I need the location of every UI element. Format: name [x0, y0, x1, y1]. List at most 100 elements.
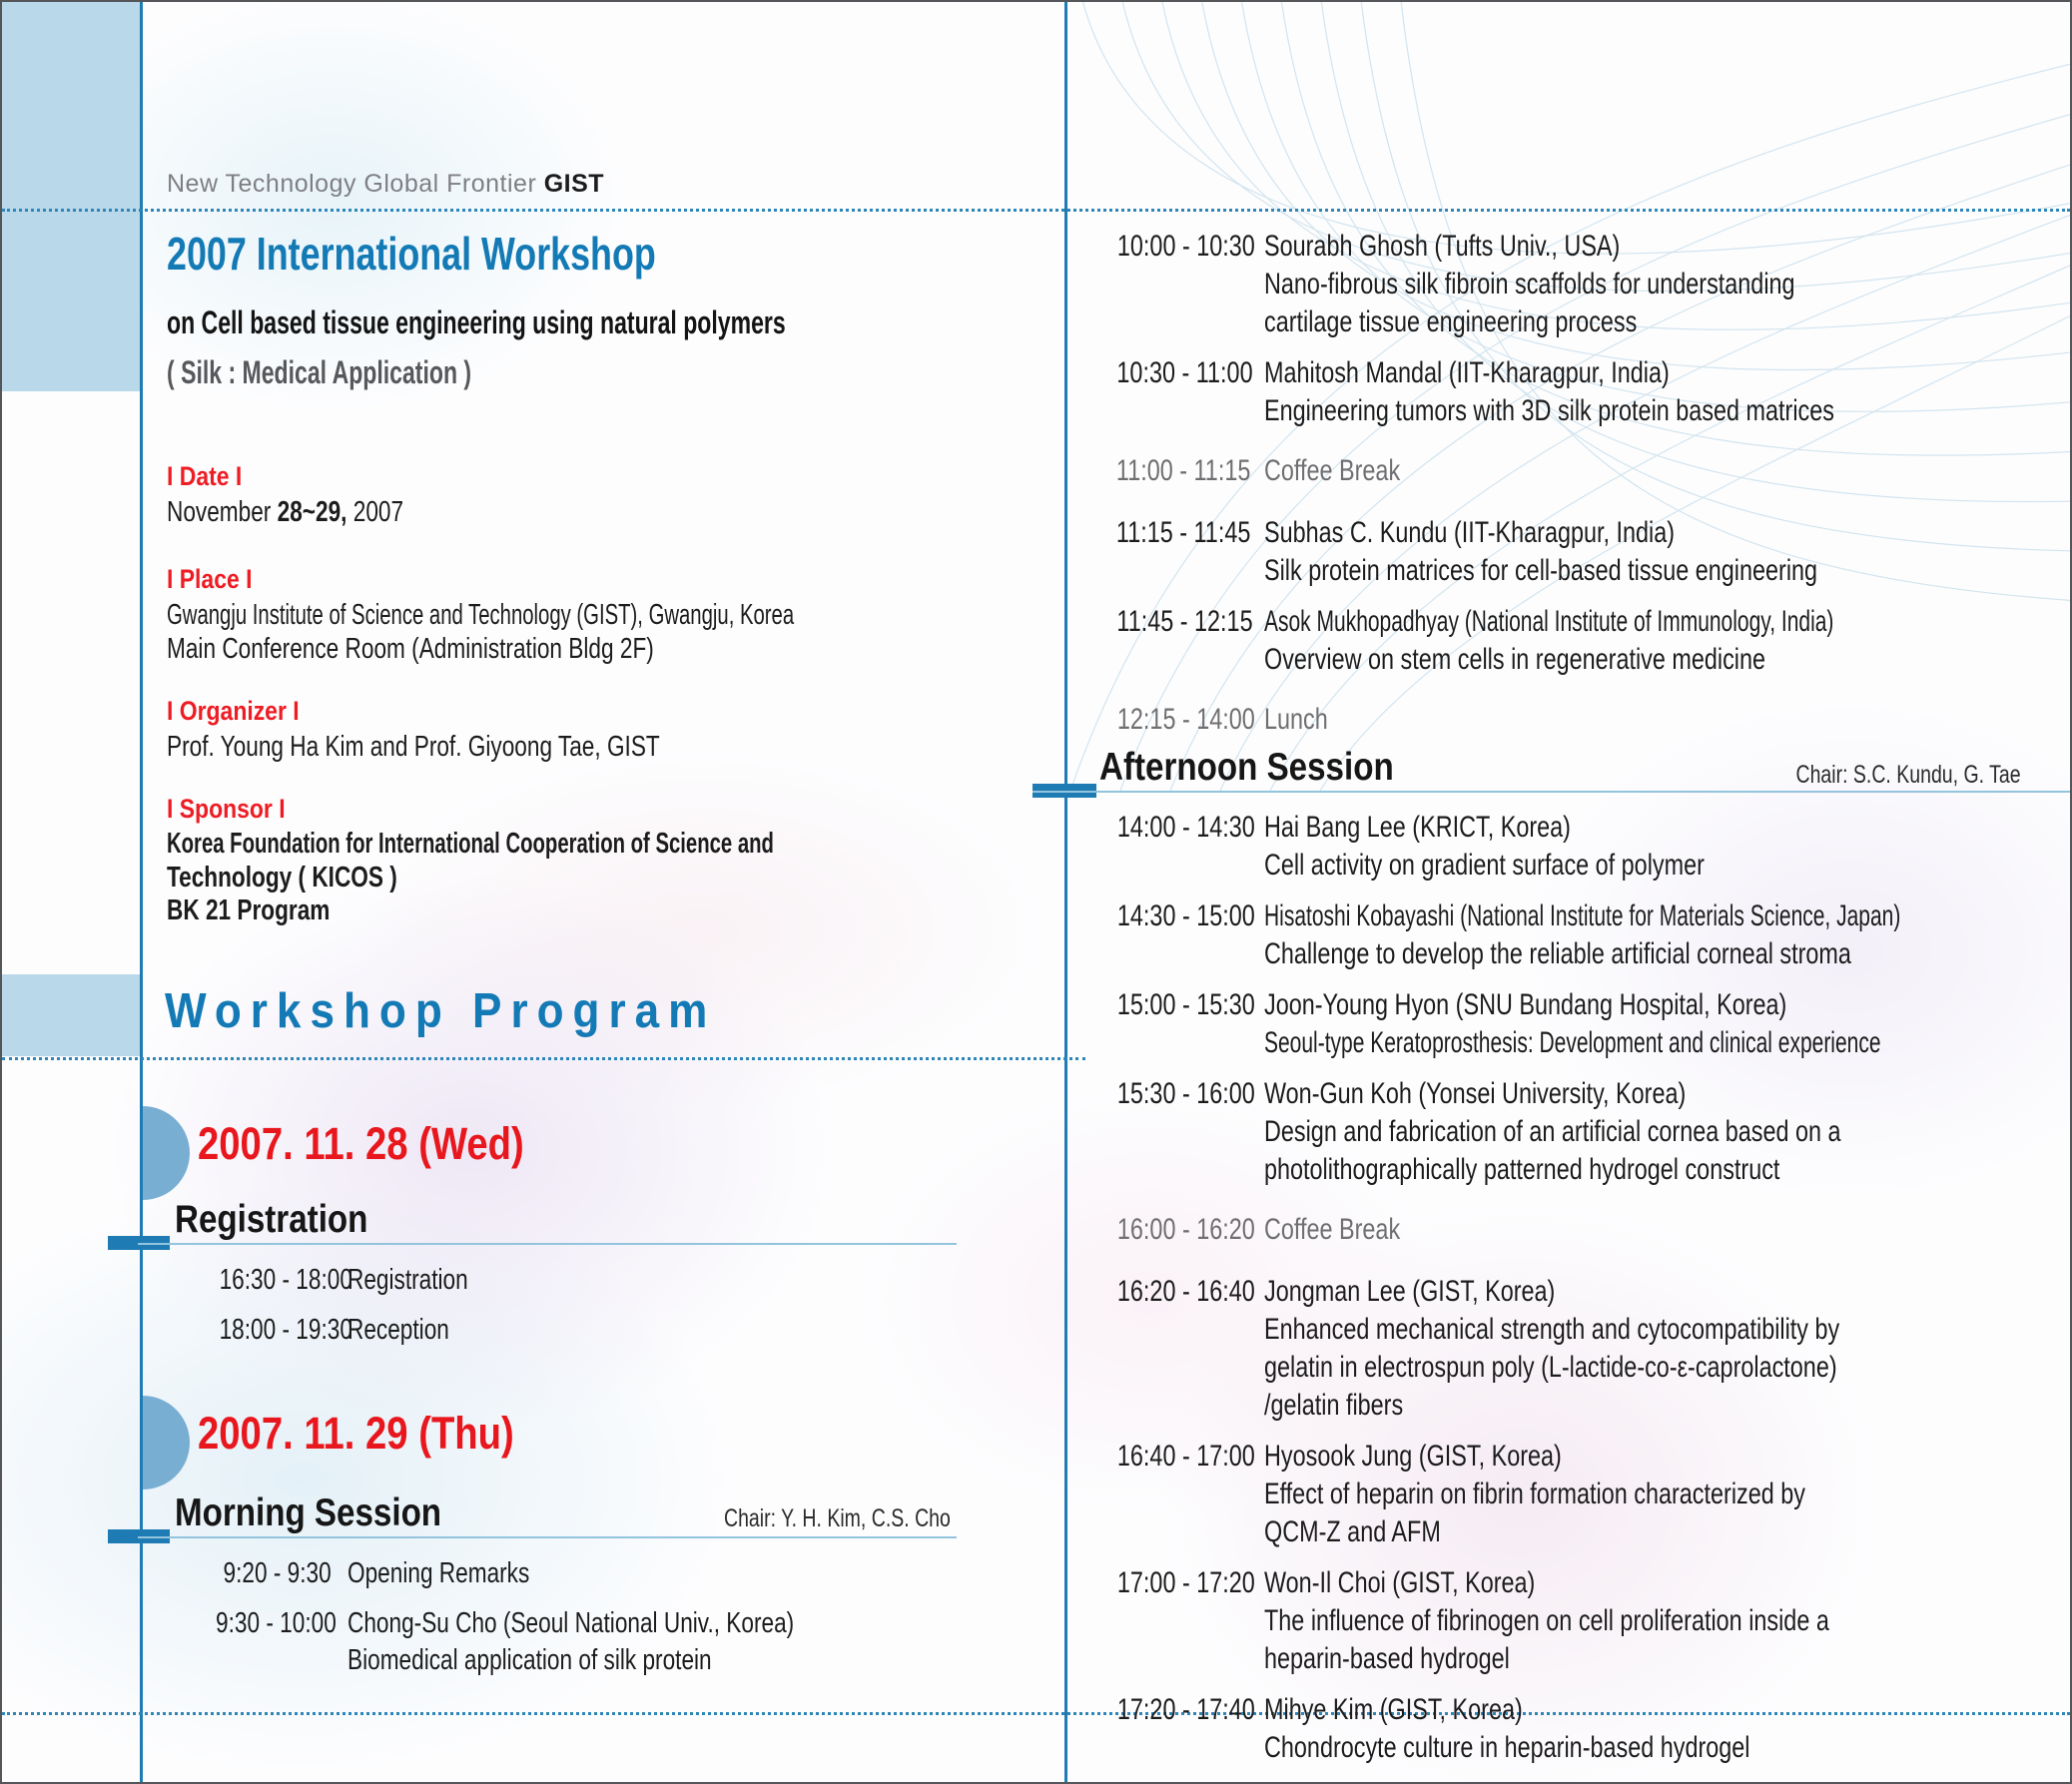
time-range: 10:00 - 10:30 [1116, 230, 1255, 263]
dotted-rule-top [2, 209, 2070, 212]
dotted-rule-bottom [2, 1712, 2070, 1715]
morning-session-underline [138, 1536, 957, 1538]
schedule-row: 10:30 - 11:00 Mahitosh Mandal (IIT-Kharag… [1078, 354, 2057, 430]
morning-session-heading: Morning Session [175, 1491, 442, 1534]
time-range: 10:30 - 11:00 [1116, 356, 1253, 389]
time-range: 14:30 - 15:00 [1116, 899, 1255, 932]
schedule-row: 14:30 - 15:00 Hisatoshi Kobayashi (Nation… [1078, 897, 2057, 973]
time-range: 16:40 - 17:00 [1116, 1440, 1255, 1473]
entry-line: heparin-based hydrogel [1264, 1642, 1510, 1675]
entry-line: Jongman Lee (GIST, Korea) [1264, 1275, 1556, 1308]
entry-line: Hisatoshi Kobayashi (National Institute … [1264, 899, 1901, 932]
schedule-row: 16:30 - 18:00 Registration [182, 1262, 1021, 1299]
schedule-row: 10:00 - 10:30 Sourabh Ghosh (Tufts Univ.,… [1078, 228, 2057, 341]
morning-session-schedule-right: 10:00 - 10:30 Sourabh Ghosh (Tufts Univ.,… [1078, 228, 2057, 763]
entry-line: Overview on stem cells in regenerative m… [1264, 643, 1766, 676]
chair-text: Chair: S.C. Kundu, G. Tae [1795, 761, 2021, 789]
schedule-row: 17:00 - 17:20 Won-Il Choi (GIST, Korea) Th… [1078, 1564, 2057, 1678]
brand-org: GIST [543, 170, 605, 198]
entry-line: QCM-Z and AFM [1264, 1515, 1441, 1548]
entry-line: Silk protein matrices for cell-based tis… [1264, 554, 1818, 587]
morning-session-chair: Chair: Y. H. Kim, C.S. Cho [551, 1504, 951, 1533]
program-title: Workshop Program [165, 984, 717, 1038]
entry-line: Challenge to develop the reliable artifi… [1264, 937, 1851, 970]
entry-line: Registration [347, 1264, 468, 1296]
time-range: 12:15 - 14:00 [1116, 703, 1255, 736]
time-range: 9:20 - 9:30 [223, 1557, 332, 1589]
entry-line: Reception [347, 1314, 449, 1346]
entry-line: Chong-Su Cho (Seoul National Univ., Kore… [347, 1607, 795, 1639]
sponsor-label: I Sponsor I [167, 794, 286, 824]
organizer-line: Prof. Young Ha Kim and Prof. Giyoong Tae… [167, 731, 660, 763]
entry-line: Lunch [1264, 703, 1328, 736]
left-accent-strip [2, 974, 142, 1056]
schedule-row: 16:00 - 16:20 Coffee Break [1078, 1211, 2057, 1249]
entry-line: Won-Il Choi (GIST, Korea) [1264, 1566, 1536, 1599]
time-range: 11:45 - 12:15 [1116, 605, 1253, 638]
schedule-row: 14:00 - 14:30 Hai Bang Lee (KRICT, Korea)… [1078, 809, 2057, 885]
entry-line: Cell activity on gradient surface of pol… [1264, 849, 1705, 882]
sponsor-line-3: BK 21 Program [167, 894, 331, 926]
entry-line: gelatin in electrospun poly (L-lactide-c… [1264, 1351, 1837, 1384]
time-range: 11:15 - 11:45 [1115, 516, 1251, 549]
time-range: 16:30 - 18:00 [219, 1264, 352, 1296]
schedule-row: 17:20 - 17:40 Mihye Kim (GIST, Korea) Chon… [1078, 1691, 2057, 1767]
time-range: 15:00 - 15:30 [1116, 988, 1255, 1021]
schedule-row: 12:15 - 14:00 Lunch [1078, 701, 2057, 739]
entry-line: Mihye Kim (GIST, Korea) [1264, 1693, 1523, 1726]
date-pre: November [167, 496, 278, 528]
entry-line: Hyosook Jung (GIST, Korea) [1264, 1440, 1562, 1473]
schedule-row: 11:15 - 11:45 Subhas C. Kundu (IIT-Kharag… [1078, 514, 2057, 590]
afternoon-session-schedule: 14:00 - 14:30 Hai Bang Lee (KRICT, Korea)… [1078, 809, 2057, 1780]
afternoon-session-chair: Chair: S.C. Kundu, G. Tae [1620, 761, 2021, 790]
date-value: November 28~29, 2007 [167, 495, 403, 529]
chair-text: Chair: Y. H. Kim, C.S. Cho [724, 1504, 951, 1532]
sponsor-line-2: Technology ( KICOS ) [167, 862, 397, 893]
time-range: 17:00 - 17:20 [1116, 1566, 1255, 1599]
schedule-row: 15:00 - 15:30 Joon-Young Hyon (SNU Bundan… [1078, 986, 2057, 1062]
day1-bullet [143, 1106, 190, 1200]
decorative-curves [1069, 2, 2070, 791]
left-header-block [2, 2, 142, 391]
time-range: 17:20 - 17:40 [1116, 1693, 1255, 1726]
page-subtitle: on Cell based tissue engineering using n… [167, 304, 786, 340]
schedule-row: 11:00 - 11:15 Coffee Break [1078, 452, 2057, 490]
entry-line: The influence of fibrinogen on cell prol… [1264, 1604, 1829, 1637]
entry-line: Joon-Young Hyon (SNU Bundang Hospital, K… [1264, 988, 1787, 1021]
left-column-rule [140, 2, 143, 1782]
registration-heading: Registration [175, 1198, 368, 1241]
sponsor-line-1: Korea Foundation for International Coope… [167, 828, 774, 860]
time-range: 15:30 - 16:00 [1116, 1077, 1255, 1110]
schedule-row: 9:30 - 10:00 Chong-Su Cho (Seoul National… [182, 1605, 1021, 1679]
time-range: 16:20 - 16:40 [1116, 1275, 1255, 1308]
time-range: 14:00 - 14:30 [1116, 811, 1255, 844]
entry-line: Sourabh Ghosh (Tufts Univ., USA) [1264, 230, 1621, 263]
morning-session-schedule-left: 9:20 - 9:30 Opening Remarks 9:30 - 10:00 Ch… [182, 1555, 1021, 1692]
date-post: 2007 [346, 496, 404, 528]
entry-line: Enhanced mechanical strength and cytocom… [1264, 1313, 1840, 1346]
brand-text: New Technology Global Frontier [167, 170, 537, 198]
schedule-row: 16:40 - 17:00 Hyosook Jung (GIST, Korea) E… [1078, 1438, 2057, 1551]
page-subtitle-note: ( Silk : Medical Application ) [167, 354, 472, 390]
entry-line: photolithographically patterned hydrogel… [1264, 1153, 1780, 1186]
entry-line: Mahitosh Mandal (IIT-Kharagpur, India) [1264, 356, 1670, 389]
day1-schedule: 16:30 - 18:00 Registration 18:00 - 19:30 Re… [182, 1262, 1021, 1362]
date-label: I Date I [167, 461, 243, 491]
entry-line: Asok Mukhopadhyay (National Institute of… [1264, 605, 1834, 638]
entry-line: Opening Remarks [347, 1557, 530, 1589]
entry-line: Coffee Break [1264, 1213, 1401, 1246]
time-range: 18:00 - 19:30 [219, 1314, 352, 1346]
time-range: 16:00 - 16:20 [1116, 1213, 1255, 1246]
organizer-label: I Organizer I [167, 696, 300, 726]
entry-line: /gelatin fibers [1264, 1389, 1404, 1422]
place-label: I Place I [167, 564, 253, 594]
entry-line: Coffee Break [1264, 454, 1401, 487]
entry-line: Design and fabrication of an artificial … [1264, 1115, 1841, 1148]
entry-line: cartilage tissue engineering process [1264, 305, 1638, 338]
brand-line: New Technology Global Frontier GIST [167, 170, 604, 199]
page-title: 2007 International Workshop [167, 228, 656, 280]
schedule-row: 15:30 - 16:00 Won-Gun Koh (Yonsei Univers… [1078, 1075, 2057, 1189]
time-range: 9:30 - 10:00 [216, 1607, 337, 1639]
afternoon-session-heading: Afternoon Session [1099, 746, 1394, 789]
